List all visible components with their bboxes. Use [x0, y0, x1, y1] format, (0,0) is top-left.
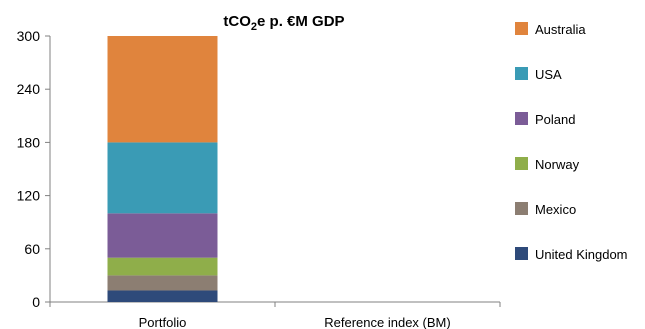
chart-title-subscript: 2 [251, 21, 257, 33]
legend-swatch [515, 112, 528, 125]
y-tick-label: 180 [17, 134, 41, 150]
y-tick-label: 0 [32, 294, 40, 310]
chart-title: tCO2e p. €M GDP [223, 13, 344, 33]
category-labels: Portfolio Reference index (BM) [139, 315, 451, 329]
legend-swatch [515, 247, 528, 260]
category-label: Reference index (BM) [324, 315, 450, 329]
chart-title-suffix: e p. €M GDP [257, 13, 345, 30]
bar-segment-mexico [107, 275, 218, 291]
bar-segment-usa [107, 142, 218, 214]
legend-label: USA [535, 67, 562, 82]
bar-segment-poland [107, 213, 218, 258]
legend-label: Norway [535, 157, 580, 172]
bar-segment-norway [107, 257, 218, 276]
legend-label: Poland [535, 112, 575, 127]
y-tick-label: 60 [24, 241, 40, 257]
bar-segment-australia [107, 36, 218, 143]
chart-title-main: tCO [223, 13, 251, 30]
legend-label: Australia [535, 22, 586, 37]
y-tick-label: 300 [17, 28, 41, 44]
bar-segment-united-kingdom [107, 290, 218, 302]
y-tick-labels: 0 60 120 180 240 300 [17, 28, 41, 310]
y-tick-label: 120 [17, 188, 41, 204]
legend-swatch [515, 202, 528, 215]
legend-swatch [515, 157, 528, 170]
y-tick-label: 240 [17, 81, 41, 97]
category-label: Portfolio [139, 315, 187, 329]
legend-swatch [515, 67, 528, 80]
legend-label: United Kingdom [535, 247, 628, 262]
legend-swatch [515, 22, 528, 35]
legend: Australia USA Poland Norway Mexico United Kin… [515, 22, 628, 262]
bars [107, 36, 218, 302]
legend-label: Mexico [535, 202, 576, 217]
